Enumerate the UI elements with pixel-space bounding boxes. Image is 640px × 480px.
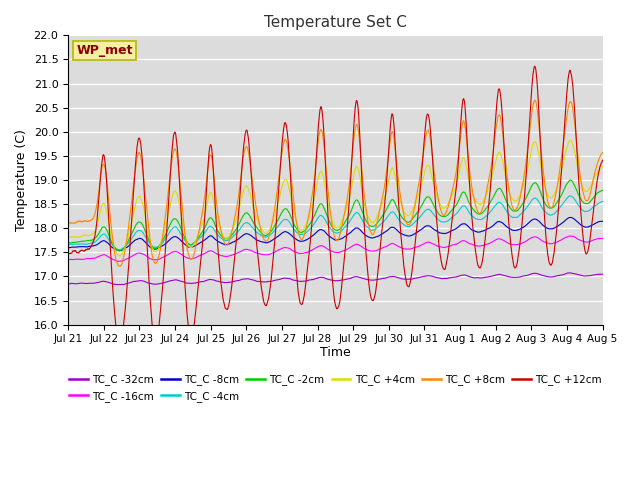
TC_C -8cm (64, 245, 72, 251)
TC_C +12cm (491, 130, 499, 135)
TC_C -8cm (491, 221, 499, 227)
TC_C -4cm (552, 210, 559, 216)
TC_C +8cm (363, 209, 371, 215)
Legend: TC_C -32cm, TC_C -16cm, TC_C -8cm, TC_C -4cm, TC_C -2cm, TC_C +4cm, TC_C +8cm, T: TC_C -32cm, TC_C -16cm, TC_C -8cm, TC_C … (65, 371, 606, 406)
TC_C +8cm (491, 136, 499, 142)
TC_C -4cm (598, 199, 606, 204)
TC_C -32cm (567, 270, 575, 276)
TC_C +4cm (598, 164, 606, 169)
TC_C -16cm (351, 242, 358, 248)
TC_C -32cm (214, 278, 221, 284)
TC_C -8cm (567, 215, 575, 220)
TC_C -16cm (566, 233, 574, 239)
Line: TC_C -32cm: TC_C -32cm (68, 273, 602, 285)
TC_C +12cm (351, 109, 358, 115)
TC_C +4cm (64, 234, 72, 240)
TC_C +4cm (351, 168, 358, 173)
Line: TC_C -2cm: TC_C -2cm (68, 180, 602, 251)
TC_C -32cm (363, 276, 371, 282)
TC_C +8cm (214, 207, 221, 213)
Line: TC_C -8cm: TC_C -8cm (68, 217, 602, 251)
TC_C -2cm (566, 177, 574, 183)
Line: TC_C +12cm: TC_C +12cm (68, 66, 602, 343)
TC_C +12cm (116, 340, 124, 346)
TC_C -16cm (64, 257, 72, 263)
TC_C +8cm (552, 192, 559, 197)
TC_C +12cm (64, 250, 72, 256)
Line: TC_C +4cm: TC_C +4cm (68, 140, 602, 256)
TC_C -32cm (64, 281, 72, 287)
TC_C -8cm (116, 248, 124, 253)
TC_C -8cm (351, 226, 358, 231)
TC_C -2cm (363, 218, 371, 224)
TC_C +8cm (351, 129, 358, 135)
TC_C -8cm (566, 215, 573, 220)
TC_C -16cm (598, 236, 606, 241)
TC_C +4cm (491, 163, 499, 169)
TC_C +8cm (567, 99, 575, 105)
TC_C -2cm (214, 228, 221, 233)
TC_C +4cm (116, 253, 124, 259)
TC_C -4cm (491, 204, 499, 209)
TC_C -4cm (363, 224, 371, 229)
Title: Temperature Set C: Temperature Set C (264, 15, 407, 30)
TC_C +12cm (552, 236, 559, 242)
TC_C -32cm (565, 270, 573, 276)
TC_C -4cm (64, 241, 72, 247)
TC_C +4cm (567, 137, 575, 143)
Line: TC_C -16cm: TC_C -16cm (68, 236, 602, 261)
TC_C +4cm (552, 188, 559, 194)
TC_C -4cm (567, 193, 575, 199)
Text: WP_met: WP_met (76, 44, 132, 57)
TC_C -2cm (552, 202, 559, 208)
TC_C -4cm (351, 211, 358, 217)
TC_C +4cm (363, 209, 371, 215)
TC_C -16cm (363, 247, 371, 252)
TC_C -2cm (351, 199, 358, 204)
X-axis label: Time: Time (320, 346, 351, 359)
TC_C +8cm (116, 264, 124, 269)
TC_C +4cm (566, 137, 574, 143)
TC_C -8cm (214, 238, 221, 244)
Line: TC_C -4cm: TC_C -4cm (68, 196, 602, 250)
Y-axis label: Temperature (C): Temperature (C) (15, 129, 28, 231)
TC_C +8cm (531, 97, 539, 103)
TC_C +4cm (214, 217, 221, 223)
TC_C -16cm (552, 240, 559, 246)
TC_C -8cm (598, 218, 606, 224)
TC_C +12cm (567, 69, 575, 75)
TC_C -2cm (64, 240, 72, 246)
TC_C +12cm (531, 63, 539, 69)
TC_C -32cm (115, 282, 122, 288)
TC_C -2cm (116, 248, 124, 254)
TC_C -32cm (598, 271, 606, 277)
TC_C -4cm (566, 193, 574, 199)
TC_C +8cm (598, 150, 606, 156)
TC_C -32cm (351, 274, 358, 280)
TC_C -8cm (363, 233, 371, 239)
TC_C +8cm (64, 220, 72, 226)
TC_C -2cm (598, 188, 606, 193)
TC_C -2cm (567, 177, 575, 183)
TC_C -16cm (491, 238, 499, 243)
TC_C +12cm (363, 255, 371, 261)
TC_C -4cm (214, 232, 221, 238)
TC_C +12cm (214, 239, 221, 244)
TC_C -16cm (115, 258, 123, 264)
TC_C -8cm (552, 225, 559, 230)
TC_C -4cm (116, 247, 124, 252)
TC_C -2cm (491, 192, 499, 197)
TC_C -16cm (214, 252, 221, 257)
TC_C -16cm (567, 233, 575, 239)
Line: TC_C +8cm: TC_C +8cm (68, 100, 602, 266)
TC_C -32cm (552, 273, 559, 279)
TC_C -32cm (491, 273, 499, 278)
TC_C +12cm (598, 157, 606, 163)
